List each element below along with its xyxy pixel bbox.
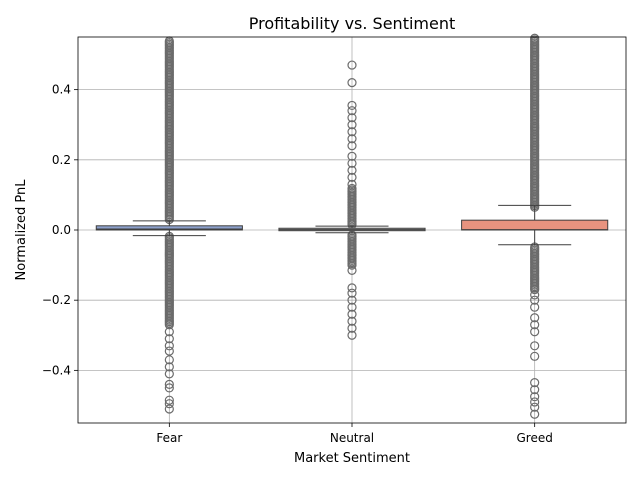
outlier-point [347, 113, 357, 123]
outlier-point [530, 295, 540, 305]
outlier-point [347, 141, 357, 151]
outlier-point [347, 158, 357, 168]
outlier-point [347, 100, 357, 111]
x-tick-label: Fear [156, 431, 182, 445]
outlier-point [164, 346, 174, 356]
outlier-point [347, 60, 357, 70]
box-fear [95, 225, 243, 231]
outlier-point [530, 33, 540, 43]
outlier-point [164, 327, 174, 337]
x-tick-label: Neutral [330, 431, 374, 445]
outlier-point [347, 309, 357, 319]
plot-area [95, 33, 609, 419]
outlier-point [530, 341, 540, 351]
outlier-point [347, 179, 357, 189]
outlier-point [530, 327, 540, 337]
outlier-point [347, 302, 357, 312]
y-tick-label: −0.2 [42, 293, 71, 307]
box-group-fear [95, 36, 243, 414]
y-tick-label: 0.2 [52, 153, 71, 167]
outlier-point [347, 323, 357, 333]
outlier-point [530, 320, 540, 330]
y-tick-label: 0.0 [52, 223, 71, 237]
outlier-point [530, 378, 540, 388]
outlier-point [347, 78, 357, 88]
outlier-point [347, 295, 357, 305]
outlier-point [164, 399, 174, 409]
outlier-point [347, 183, 357, 194]
outlier-point [347, 120, 357, 130]
box-group-neutral [278, 60, 426, 340]
outlier-point [530, 397, 540, 407]
y-tick-label: 0.4 [52, 83, 71, 97]
outlier-point [530, 313, 540, 323]
outlier-point [347, 316, 357, 326]
outlier-point [164, 362, 174, 372]
outlier-point [347, 165, 357, 175]
outlier-point [164, 404, 174, 414]
outlier-point [164, 341, 174, 351]
y-tick-label: −0.4 [42, 363, 71, 377]
outlier-point [164, 379, 174, 389]
outlier-point [164, 395, 174, 405]
outlier-point [164, 355, 174, 365]
outlier-point [530, 351, 540, 361]
box-group-greed [461, 33, 609, 419]
outlier-point [530, 402, 540, 412]
outlier-point [347, 151, 357, 161]
outlier-point [530, 409, 540, 419]
outlier-point [347, 127, 357, 137]
outlier-point [347, 283, 357, 293]
outlier-point [164, 383, 174, 393]
y-axis-label: Normalized PnL [14, 179, 29, 281]
outlier-point [347, 265, 357, 275]
outlier-point [347, 172, 357, 182]
outlier-point [530, 290, 540, 300]
outlier-point [164, 369, 174, 379]
x-tick-label: Greed [516, 431, 552, 445]
outlier-point [347, 106, 357, 116]
outlier-point [347, 330, 357, 340]
x-axis-label: Market Sentiment [294, 451, 410, 466]
chart-title: Profitability vs. Sentiment [249, 14, 456, 33]
outlier-point [530, 392, 540, 402]
outlier-point [347, 134, 357, 144]
outlier-point [530, 385, 540, 395]
outlier-point [347, 288, 357, 298]
box-greed [461, 219, 609, 231]
outlier-point [164, 334, 174, 344]
outlier-point [530, 302, 540, 312]
axes: −0.4 −0.2 0.0 0.2 0.4 Fear Neutral Greed [42, 83, 553, 445]
